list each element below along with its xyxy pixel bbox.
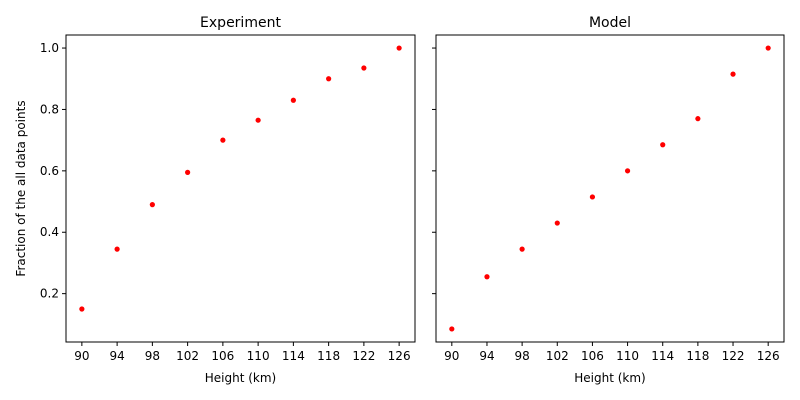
experiment-data-point	[361, 65, 367, 71]
model-data-point	[624, 168, 631, 174]
experiment-x-tick-label: 90	[74, 349, 89, 363]
model-x-tick-label: 118	[686, 349, 709, 363]
model-points	[449, 45, 771, 332]
experiment-data-point	[79, 306, 85, 312]
experiment-x-tick-label: 110	[247, 349, 270, 363]
experiment-title: Experiment	[200, 15, 281, 31]
experiment-x-tick-label: 98	[145, 349, 160, 363]
model-x-tick-label: 122	[722, 349, 745, 363]
experiment-x-tick-label: 114	[282, 349, 305, 363]
experiment-data-point	[290, 97, 296, 103]
experiment-y-tick-label: 0.6	[40, 164, 59, 178]
experiment-y-tick-label: 0.8	[40, 102, 59, 116]
experiment-points	[79, 45, 402, 312]
model-data-point	[730, 71, 736, 77]
model-x-tick-label: 106	[581, 349, 604, 363]
model-x-tick-label: 102	[546, 349, 569, 363]
model-x-tick-label: 114	[651, 349, 674, 363]
experiment-x-tick-label: 126	[388, 349, 411, 363]
experiment-data-point	[326, 76, 332, 82]
experiment-data-point	[396, 45, 402, 51]
experiment-x-tick-label: 122	[352, 349, 375, 363]
experiment-data-point	[149, 202, 155, 208]
model-data-point	[695, 116, 701, 122]
model-data-point	[484, 274, 490, 280]
model-panel: Model 90 94 98 102 106 110 114 118 122 126 Height…	[432, 15, 785, 385]
experiment-plot-frame	[65, 34, 416, 343]
model-title: Model	[589, 15, 631, 31]
model-plot-frame	[435, 34, 785, 343]
experiment-panel: Experiment 90 94 98 102 106 110 114 118 122 126 0.…	[14, 15, 416, 385]
experiment-y-axis-label: Fraction of the all data points	[14, 100, 28, 276]
model-data-point	[449, 326, 455, 332]
experiment-ticks: 90 94 98 102 106 110 114 118 122 126 0.2 0.4 0.6 0.8 1…	[40, 41, 411, 363]
experiment-data-point	[185, 169, 191, 175]
experiment-x-axis-label: Height (km)	[205, 371, 276, 385]
model-data-point	[519, 246, 525, 252]
experiment-data-point	[255, 117, 261, 123]
model-x-tick-label: 126	[757, 349, 780, 363]
experiment-x-tick-label: 94	[109, 349, 124, 363]
experiment-y-tick-label: 1.0	[40, 41, 59, 55]
model-x-axis-label: Height (km)	[574, 371, 645, 385]
experiment-x-tick-label: 106	[211, 349, 234, 363]
experiment-y-tick-label: 0.2	[40, 287, 59, 301]
model-data-point	[660, 142, 666, 148]
experiment-x-tick-label: 118	[317, 349, 340, 363]
experiment-y-tick-label: 0.4	[40, 225, 59, 239]
model-x-tick-label: 110	[616, 349, 639, 363]
experiment-x-tick-label: 102	[176, 349, 199, 363]
model-data-point	[554, 220, 560, 226]
model-data-point	[765, 45, 771, 51]
model-data-point	[589, 194, 596, 200]
experiment-data-point	[220, 137, 226, 143]
experiment-data-point	[114, 246, 120, 252]
model-ticks: 90 94 98 102 106 110 114 118 122 126	[432, 47, 780, 363]
model-x-tick-label: 90	[444, 349, 459, 363]
model-x-tick-label: 98	[514, 349, 529, 363]
model-x-tick-label: 94	[479, 349, 494, 363]
